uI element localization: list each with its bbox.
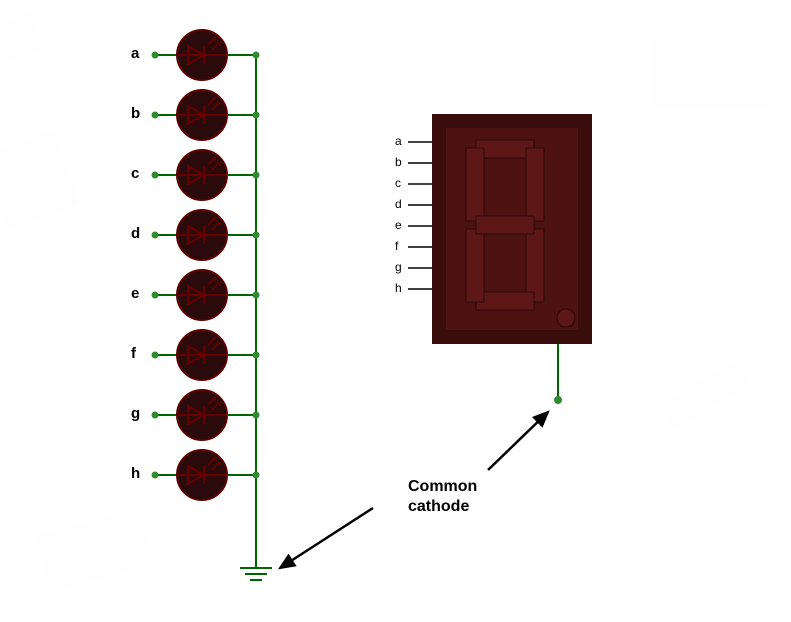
led-b — [177, 90, 227, 140]
led-h — [177, 450, 227, 500]
schematic-svg — [0, 0, 791, 622]
arrow-to-cathode — [488, 412, 548, 470]
led-e — [177, 270, 227, 320]
led-f — [177, 330, 227, 380]
led-d — [177, 210, 227, 260]
display-pin-label-a: a — [395, 134, 402, 148]
display-pin-label-d: d — [395, 197, 402, 211]
arrow-to-ground — [280, 508, 373, 568]
led-pin-label-a: a — [131, 45, 139, 62]
display-pin-label-h: h — [395, 281, 402, 295]
led-pin-label-d: d — [131, 225, 140, 242]
led-a — [177, 30, 227, 80]
display-pin-label-b: b — [395, 155, 402, 169]
led-g — [177, 390, 227, 440]
common-cathode-label-line1: Common — [408, 478, 477, 496]
display-pin-label-f: f — [395, 239, 398, 253]
led-pin-label-c: c — [131, 165, 139, 182]
led-pin-label-h: h — [131, 465, 140, 482]
led-pin-label-b: b — [131, 105, 140, 122]
display-pin-label-e: e — [395, 218, 402, 232]
display-pin-label-c: c — [395, 176, 401, 190]
led-pin-label-g: g — [131, 405, 140, 422]
display-pin-label-g: g — [395, 260, 402, 274]
common-cathode-label-line2: cathode — [408, 498, 469, 516]
led-pin-label-f: f — [131, 345, 136, 362]
led-c — [177, 150, 227, 200]
led-pin-label-e: e — [131, 285, 139, 302]
